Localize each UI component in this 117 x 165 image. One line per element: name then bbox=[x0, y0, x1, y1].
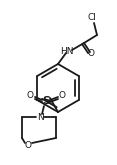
Text: O: O bbox=[88, 50, 95, 59]
Text: O: O bbox=[24, 141, 31, 149]
Text: S: S bbox=[42, 96, 50, 106]
Text: O: O bbox=[26, 92, 33, 100]
Text: HN: HN bbox=[60, 47, 74, 55]
Text: O: O bbox=[58, 92, 66, 100]
Text: N: N bbox=[37, 113, 43, 121]
Text: Cl: Cl bbox=[88, 14, 96, 22]
